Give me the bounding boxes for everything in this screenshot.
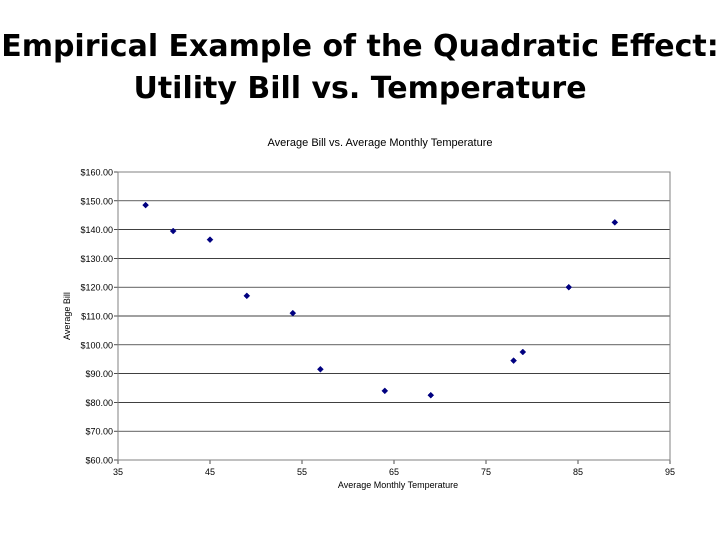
data-point xyxy=(142,201,149,209)
slide-title-line-1: Empirical Example of the Quadratic Effec… xyxy=(1,29,719,64)
slide-title-line-2: Utility Bill vs. Temperature xyxy=(133,71,587,106)
data-point xyxy=(169,227,177,235)
y-tick-labels: $60.00 $70.00 $80.00 $90.00 $100.00 $110.00 $1… xyxy=(80,168,113,466)
y-tick-label: $90.00 xyxy=(85,369,113,379)
grid-lines xyxy=(114,171,671,464)
data-point xyxy=(206,236,214,244)
x-tick-label: 55 xyxy=(297,467,307,477)
y-tick-label: $70.00 xyxy=(85,427,113,437)
data-point xyxy=(519,348,527,356)
data-point xyxy=(243,292,251,300)
data-point xyxy=(289,309,297,317)
y-tick-label: $110.00 xyxy=(81,312,113,322)
y-tick-label: $130.00 xyxy=(80,254,113,264)
x-tick-label: 35 xyxy=(113,467,123,477)
y-tick-label: $80.00 xyxy=(85,398,113,408)
y-tick-label: $160.00 xyxy=(80,168,113,178)
x-axis-label: Average Monthly Temperature xyxy=(338,480,458,490)
y-tick-label: $100.00 xyxy=(80,340,113,350)
slide-title: Empirical Example of the Quadratic Effec… xyxy=(0,26,720,110)
y-tick-label: $120.00 xyxy=(80,283,113,293)
y-tick-label: $140.00 xyxy=(80,225,113,235)
data-point xyxy=(611,219,619,226)
chart-title: Average Bill vs. Average Monthly Tempera… xyxy=(267,137,492,149)
plot-area-frame xyxy=(117,171,671,461)
data-point xyxy=(565,283,573,291)
x-tick-label: 85 xyxy=(573,467,583,477)
x-tick-labels: 35 45 55 65 75 85 95 xyxy=(113,467,675,477)
x-tick-label: 95 xyxy=(665,467,675,477)
x-tick-label: 45 xyxy=(205,467,215,477)
data-point xyxy=(427,391,435,399)
data-point xyxy=(510,357,517,364)
data-point xyxy=(317,365,324,373)
y-tick-label: $150.00 xyxy=(80,196,113,206)
data-point xyxy=(381,387,389,395)
data-points xyxy=(142,201,619,399)
y-tick-label: $60.00 xyxy=(85,456,113,466)
x-tick-label: 75 xyxy=(481,467,491,477)
x-tick-label: 65 xyxy=(389,467,399,477)
y-axis-label: Average Bill xyxy=(62,292,72,340)
